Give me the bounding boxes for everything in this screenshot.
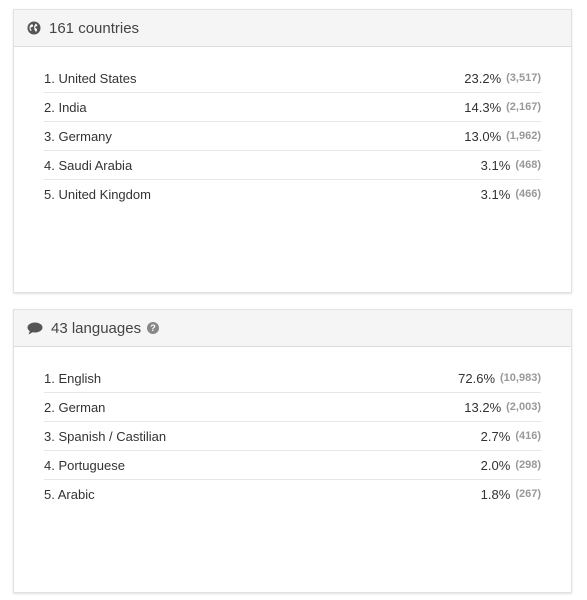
- item-count: (3,517): [506, 72, 541, 84]
- item-count: (468): [515, 159, 541, 171]
- question-circle-icon[interactable]: ?: [147, 322, 160, 334]
- item-percent: 14.3%: [464, 99, 502, 115]
- list-item: 1. English 72.6% (10,983): [44, 364, 541, 393]
- countries-header: 161 countries: [14, 10, 571, 47]
- list-item: 5. Arabic 1.8% (267): [44, 480, 541, 508]
- item-label: 3. Spanish / Castilian: [44, 428, 167, 444]
- list-item: 4. Saudi Arabia 3.1% (468): [44, 151, 541, 180]
- item-count: (1,962): [506, 130, 541, 142]
- item-count: (298): [515, 459, 541, 471]
- list-item: 1. United States 23.2% (3,517): [44, 64, 541, 93]
- item-percent: 23.2%: [464, 70, 502, 86]
- list-item: 5. United Kingdom 3.1% (466): [44, 180, 541, 208]
- languages-header: 43 languages ?: [14, 310, 571, 347]
- item-label: 1. United States: [44, 70, 137, 86]
- item-label: 1. English: [44, 370, 102, 386]
- list-item: 2. India 14.3% (2,167): [44, 93, 541, 122]
- item-percent: 13.2%: [464, 399, 502, 415]
- item-percent: 1.8%: [480, 486, 511, 502]
- list-item: 4. Portuguese 2.0% (298): [44, 451, 541, 480]
- globe-icon: [27, 21, 41, 35]
- item-label: 4. Portuguese: [44, 457, 125, 473]
- item-label: 5. Arabic: [44, 486, 95, 502]
- item-count: (2,167): [506, 101, 541, 113]
- item-count: (416): [515, 430, 541, 442]
- item-label: 3. Germany: [44, 128, 112, 144]
- speech-bubble-icon: [27, 322, 43, 335]
- countries-panel: 161 countries 1. United States 23.2% (3,5…: [13, 9, 572, 293]
- item-count: (267): [515, 488, 541, 500]
- item-label: 4. Saudi Arabia: [44, 157, 133, 173]
- svg-text:?: ?: [150, 323, 156, 333]
- list-item: 3. Germany 13.0% (1,962): [44, 122, 541, 151]
- item-count: (10,983): [500, 372, 541, 384]
- item-percent: 2.0%: [480, 457, 511, 473]
- item-percent: 72.6%: [458, 370, 496, 386]
- countries-list: 1. United States 23.2% (3,517) 2. India 1…: [44, 64, 541, 208]
- item-label: 5. United Kingdom: [44, 186, 151, 202]
- countries-title: 161 countries: [49, 19, 140, 37]
- item-percent: 13.0%: [464, 128, 502, 144]
- list-item: 3. Spanish / Castilian 2.7% (416): [44, 422, 541, 451]
- item-percent: 3.1%: [480, 186, 511, 202]
- languages-list: 1. English 72.6% (10,983) 2. German 13.2%…: [44, 364, 541, 508]
- item-label: 2. German: [44, 399, 106, 415]
- item-count: (2,003): [506, 401, 541, 413]
- item-percent: 3.1%: [480, 157, 511, 173]
- item-percent: 2.7%: [480, 428, 511, 444]
- item-label: 2. India: [44, 99, 87, 115]
- languages-title: 43 languages: [51, 319, 142, 337]
- languages-panel: 43 languages ? 1. English 72.6% (10,983) …: [13, 309, 572, 593]
- item-count: (466): [515, 188, 541, 200]
- list-item: 2. German 13.2% (2,003): [44, 393, 541, 422]
